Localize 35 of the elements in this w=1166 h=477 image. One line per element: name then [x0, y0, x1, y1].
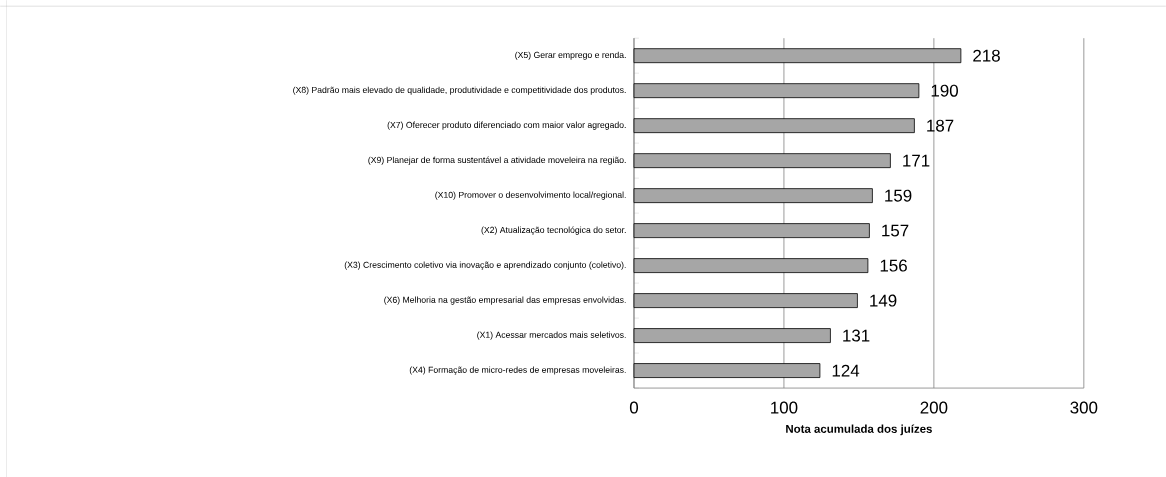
x-axis-title: Nota acumulada dos juízes: [786, 424, 932, 436]
y-tick-label: (X2) Atualização tecnológica do setor.: [481, 226, 626, 235]
y-tick-label: (X9) Planejar de forma sustentável a atividade moveleira na região.: [368, 156, 626, 165]
data-label: 124: [832, 364, 860, 377]
y-tick-label: (X8) Padrão mais elevado de qualidade, produtividade e competitividade dos produtos.: [293, 86, 626, 95]
x-tick-label: 100: [771, 401, 798, 414]
bar: [633, 363, 821, 378]
bar: [633, 188, 873, 203]
y-tick-label: (X4) Formação de micro-redes de empresas moveleiras.: [409, 366, 626, 375]
x-tick-label: 300: [1070, 401, 1098, 414]
data-label: 218: [973, 49, 1000, 62]
y-tick-label: (X3) Crescimento coletivo via inovação e aprendizado conjunto (coletivo).: [344, 261, 626, 270]
bar: [633, 83, 920, 98]
data-label: 156: [880, 259, 907, 272]
x-tick-label: 0: [629, 401, 639, 414]
data-label: 190: [931, 84, 958, 97]
y-tick-label: (X7) Oferecer produto diferenciado com maior valor agregado.: [387, 121, 626, 130]
data-label: 171: [903, 154, 930, 167]
bar: [633, 118, 915, 133]
data-label: 131: [843, 329, 870, 342]
y-tick-label: (X10) Promover o desenvolvimento local/regional.: [435, 191, 626, 200]
y-tick-label: (X6) Melhoria na gestão empresarial das empresas envolvidas.: [384, 296, 626, 305]
data-label: 149: [870, 294, 897, 307]
bar: [633, 48, 962, 63]
x-tick-label: 200: [920, 401, 948, 414]
bar: [633, 328, 831, 343]
data-label: 187: [927, 119, 954, 132]
bar: [633, 153, 891, 168]
bar: [633, 293, 858, 308]
data-label: 157: [882, 224, 909, 237]
y-tick-label: (X1) Acessar mercados mais seletivos.: [477, 331, 626, 340]
data-label: 159: [885, 189, 912, 202]
bar: [633, 223, 870, 238]
y-tick-label: (X5) Gerar emprego e renda.: [515, 51, 626, 60]
bar: [633, 258, 869, 273]
